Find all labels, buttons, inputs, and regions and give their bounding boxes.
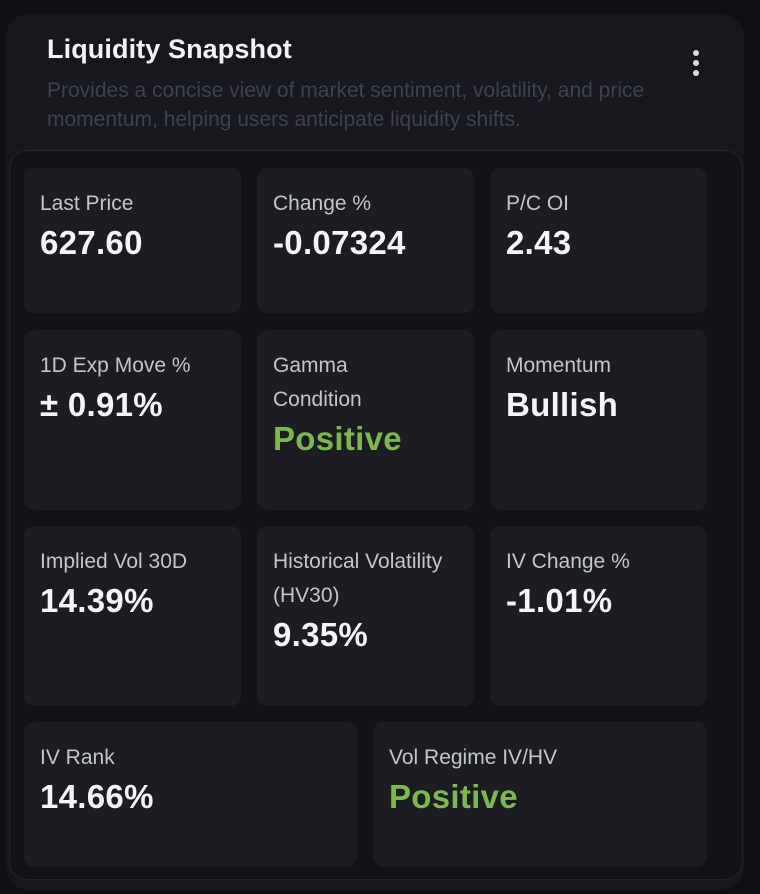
metric-tile-last-price: Last Price 627.60 [24,168,241,313]
metric-value: 2.43 [506,224,572,261]
metric-tile-gamma-condition: Gamma Condition Positive [257,330,474,510]
metric-tile-iv-rank: IV Rank 14.66% [24,722,357,867]
metric-label: Gamma Condition [273,354,362,411]
metric-label: Last Price [40,192,134,215]
metric-tile-vol-regime: Vol Regime IV/HV Positive [373,722,707,867]
card-title: Liquidity Snapshot [47,34,292,64]
metric-label: Vol Regime IV/HV [389,746,558,769]
more-vertical-icon[interactable] [682,46,710,80]
metric-value: Positive [273,420,402,457]
menu-dot [693,60,699,66]
metric-tile-historical-vol: Historical Volatility (HV30) 9.35% [257,526,474,706]
metric-tile-implied-vol: Implied Vol 30D 14.39% [24,526,241,706]
metric-label: IV Rank [40,746,115,769]
metric-label: Change % [273,192,372,215]
metric-value: Bullish [506,386,619,423]
metric-tile-pc-oi: P/C OI 2.43 [490,168,707,313]
metric-label: Momentum [506,354,612,377]
metric-tile-iv-change: IV Change % -1.01% [490,526,707,706]
metric-value: -0.07324 [273,224,406,261]
menu-dot [693,70,699,76]
metric-label: Historical Volatility (HV30) [273,550,443,607]
metric-value: ± 0.91% [40,386,163,423]
metric-value: 627.60 [40,224,143,261]
metric-value: 9.35% [273,616,369,653]
metric-value: 14.66% [40,778,154,815]
metric-value: -1.01% [506,582,613,619]
metric-label: IV Change % [506,550,630,573]
metric-label: Implied Vol 30D [40,550,188,573]
metric-label: 1D Exp Move % [40,354,191,377]
card-description: Provides a concise view of market sentim… [47,79,645,131]
metric-tile-change-pct: Change % -0.07324 [257,168,474,313]
metrics-panel: Last Price 627.60 Change % -0.07324 P/C … [9,150,743,880]
metric-tile-1d-exp-move: 1D Exp Move % ± 0.91% [24,330,241,510]
menu-dot [693,50,699,56]
metric-label: P/C OI [506,192,570,215]
metric-value: Positive [389,778,518,815]
metric-tile-momentum: Momentum Bullish [490,330,707,510]
liquidity-snapshot-card: Liquidity Snapshot Provides a concise vi… [6,14,744,890]
metric-value: 14.39% [40,582,154,619]
